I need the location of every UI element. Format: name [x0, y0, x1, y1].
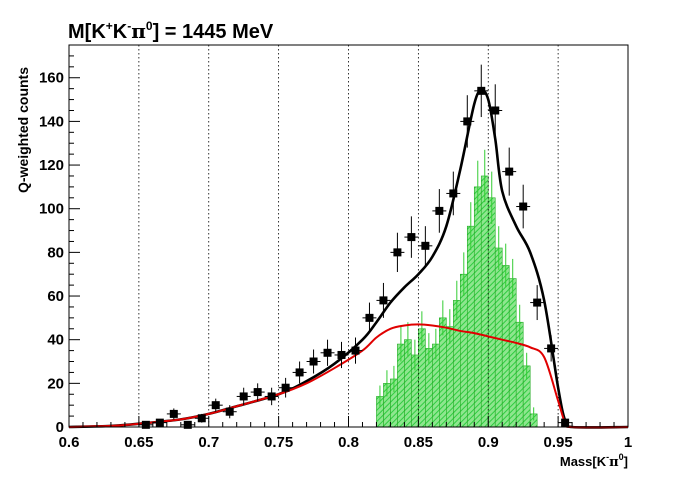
background-fit-curve — [68, 323, 629, 429]
histogram-bar — [501, 265, 510, 428]
histogram-bar — [480, 175, 489, 428]
x-tick-label: 1 — [624, 434, 632, 451]
x-tick-label: 0.6 — [59, 434, 80, 451]
data-point — [505, 167, 514, 176]
y-tick-label: 0 — [56, 419, 64, 436]
title-sup-minus: - — [127, 19, 131, 33]
axes-layer: 0.6 0.65 0.7 0.75 0.8 0.85 0.9 0.95 1 0 20 40 60 80 10… — [39, 44, 632, 451]
x-tick-label: 0.8 — [338, 434, 359, 451]
data-points-layer — [138, 64, 573, 429]
y-tick-label: 120 — [39, 157, 64, 174]
data-point — [211, 401, 220, 410]
y-tick-label: 160 — [39, 70, 64, 87]
data-point — [197, 414, 206, 423]
data-point — [169, 409, 178, 418]
histogram-bar — [466, 225, 475, 428]
y-tick-label: 40 — [47, 332, 64, 349]
data-point — [491, 106, 500, 115]
data-point — [421, 241, 430, 250]
x-tick-label: 0.65 — [124, 434, 153, 451]
x-tick-label: 0.9 — [478, 434, 499, 451]
data-point — [379, 296, 388, 305]
data-point — [239, 392, 248, 401]
y-tick-label: 20 — [47, 375, 64, 392]
histogram-bar — [508, 278, 517, 428]
data-point — [393, 248, 402, 257]
data-point — [183, 420, 192, 429]
data-point — [561, 418, 570, 427]
histogram-bar — [487, 197, 496, 428]
x-tick-label: 0.75 — [264, 434, 293, 451]
y-tick-label: 140 — [39, 113, 64, 130]
title-sup-plus: + — [106, 19, 113, 33]
x-tick-label: 0.85 — [404, 434, 433, 451]
histogram-bar — [459, 273, 468, 428]
xlabel-sup-minus: - — [606, 452, 609, 462]
xlabel-base: Mass[K — [560, 454, 607, 469]
data-point — [141, 420, 150, 429]
data-point — [365, 313, 374, 322]
xlabel-pi: π — [609, 455, 619, 470]
data-point — [407, 233, 416, 242]
y-tick-label: 100 — [39, 201, 64, 218]
title-prefix: M[K — [68, 21, 106, 43]
data-point — [519, 202, 528, 211]
title-sup-zero: 0 — [146, 19, 153, 33]
data-point — [449, 189, 458, 198]
data-point — [547, 344, 556, 353]
xlabel-sup-zero: 0 — [619, 452, 624, 462]
data-point — [463, 117, 472, 126]
title-suffix: ] = 1445 MeV — [153, 21, 274, 43]
x-tick-label: 0.95 — [544, 434, 573, 451]
x-axis-label: Mass[K-π0] — [560, 452, 628, 470]
x-tick-label: 0.7 — [198, 434, 219, 451]
data-point — [225, 407, 234, 416]
data-point — [477, 86, 486, 95]
data-point — [267, 392, 276, 401]
title-pi: π — [131, 19, 146, 43]
xlabel-end: ] — [624, 454, 628, 469]
title-mid: K — [113, 21, 128, 43]
data-point — [533, 298, 542, 307]
data-point — [155, 418, 164, 427]
y-tick-label: 60 — [47, 288, 64, 305]
data-point — [253, 388, 262, 397]
data-point — [337, 350, 346, 359]
data-point — [435, 206, 444, 215]
chart-title: M[K+K-π0] = 1445 MeV — [68, 19, 274, 43]
y-tick-label: 80 — [47, 244, 64, 261]
data-point — [323, 348, 332, 357]
data-point — [351, 346, 360, 355]
data-point — [295, 368, 304, 377]
y-axis-label: Q-weighted counts — [15, 67, 31, 193]
data-point — [309, 357, 318, 366]
data-point — [281, 383, 290, 392]
histogram-bar — [473, 186, 482, 428]
